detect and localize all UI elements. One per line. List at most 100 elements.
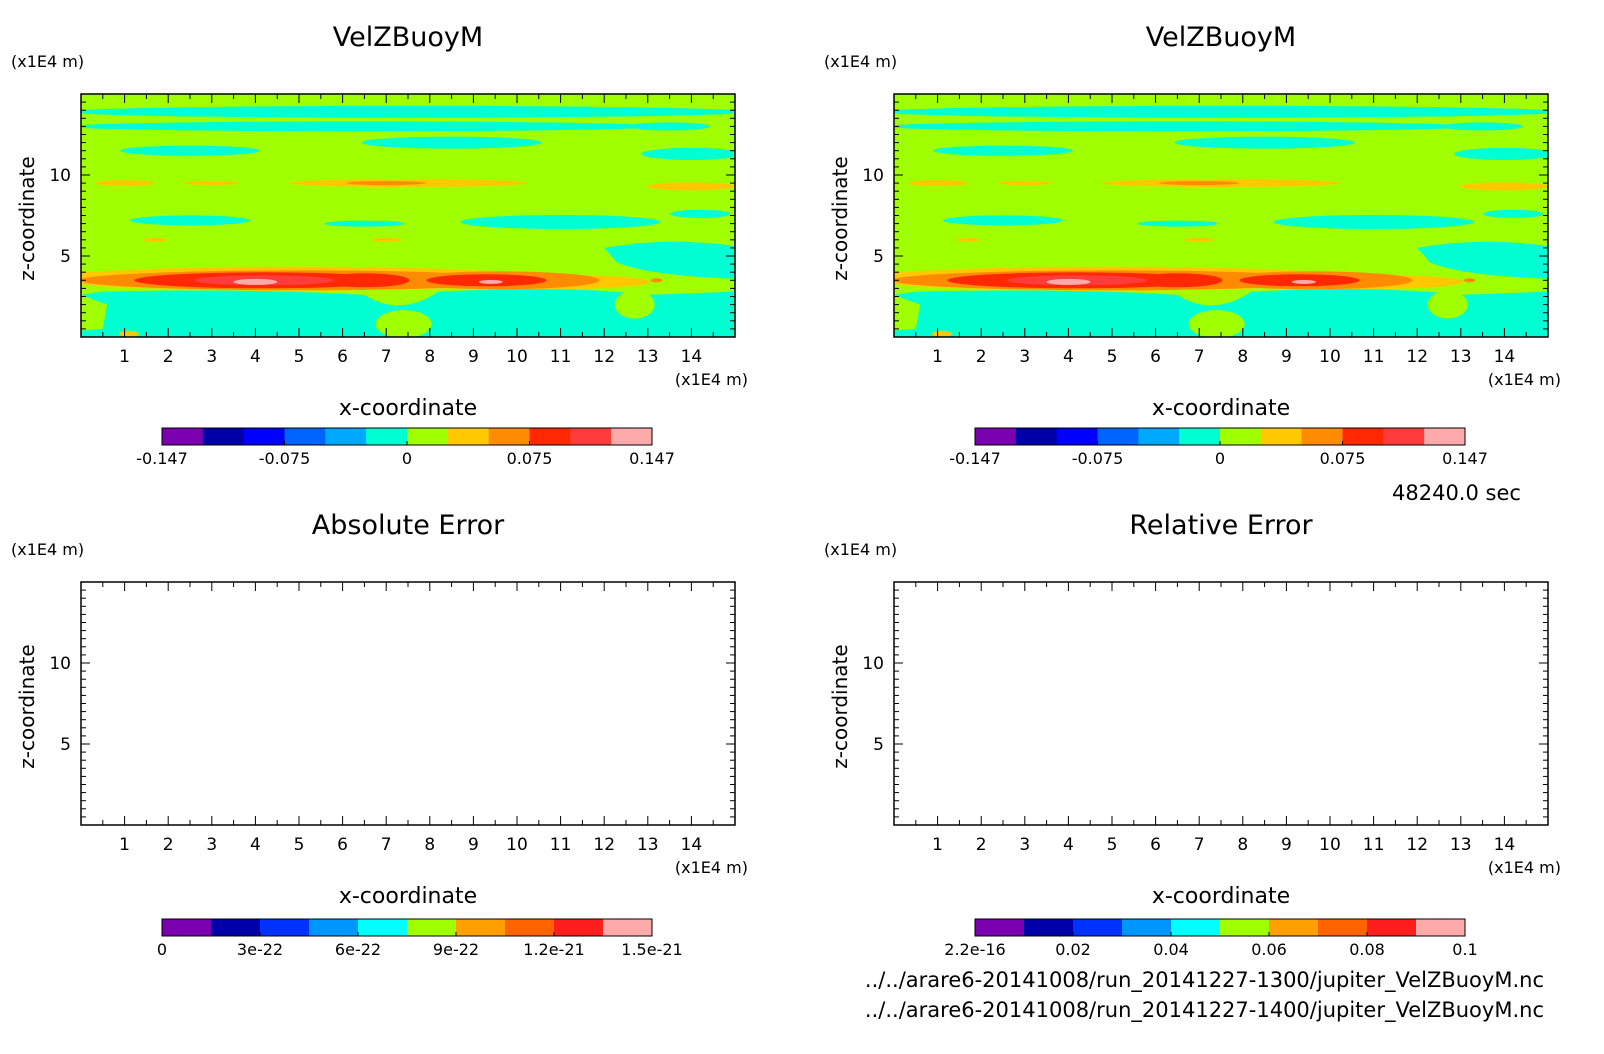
x-axis-label: x-coordinate xyxy=(1152,884,1290,909)
colorbar-swatch xyxy=(488,428,530,445)
contour-band-positive xyxy=(183,181,240,186)
y-axis-label: z-coordinate xyxy=(828,644,852,768)
colorbar-swatch xyxy=(1269,919,1319,936)
x-tick-label: 14 xyxy=(1494,835,1516,855)
colorbar-swatch xyxy=(284,428,326,445)
x-unit-label: (x1E4 m) xyxy=(1488,858,1561,877)
contour-band-negative xyxy=(1174,136,1355,149)
y-unit-label: (x1E4 m) xyxy=(824,540,897,559)
contour-band-positive xyxy=(118,330,139,337)
x-tick-label: 12 xyxy=(1406,347,1428,367)
colorbar-swatch xyxy=(1220,428,1262,445)
contour-band-positive xyxy=(646,182,735,191)
contour-band-negative xyxy=(1454,147,1548,160)
colorbar-swatch xyxy=(1424,428,1466,445)
x-tick-label: 11 xyxy=(1363,347,1385,367)
y-unit-label: (x1E4 m) xyxy=(11,540,84,559)
contour-band-positive xyxy=(1132,273,1223,288)
y-tick-label: 5 xyxy=(60,735,71,755)
contour-band-positive xyxy=(907,180,968,187)
contour-band-positive xyxy=(1159,181,1240,186)
contour-band-zero xyxy=(375,310,432,337)
contour-band-negative xyxy=(604,241,735,279)
colorbar-swatch xyxy=(1138,428,1180,445)
x-tick-label: 11 xyxy=(1363,835,1385,855)
x-tick-label: 6 xyxy=(1150,835,1161,855)
contour-band-zero xyxy=(1427,290,1468,319)
colorbar-tick-label: -0.147 xyxy=(136,449,188,468)
y-tick-label: 5 xyxy=(873,247,884,267)
colorbar-tick-label: 0.06 xyxy=(1251,940,1287,959)
x-tick-label: 13 xyxy=(1450,835,1472,855)
plot-frame xyxy=(893,581,1549,826)
y-tick-label: 10 xyxy=(49,166,71,186)
y-unit-label: (x1E4 m) xyxy=(11,52,84,71)
contour-band-negative xyxy=(1137,220,1218,227)
contour-band-negative xyxy=(1483,209,1544,218)
contour-band-negative xyxy=(324,220,405,227)
x-tick-label: 4 xyxy=(250,835,261,855)
x-tick-label: 4 xyxy=(1063,835,1074,855)
x-tick-label: 5 xyxy=(1107,347,1118,367)
contour-band-max xyxy=(233,278,278,285)
x-tick-label: 6 xyxy=(337,347,348,367)
x-tick-label: 10 xyxy=(1319,835,1341,855)
chart-title: Absolute Error xyxy=(312,510,505,541)
contour-band-positive xyxy=(143,237,168,242)
x-tick-label: 7 xyxy=(1194,835,1205,855)
contour-band-negative xyxy=(81,105,735,118)
colorbar-tick-label: 0 xyxy=(1215,449,1225,468)
contour-band-positive xyxy=(1463,278,1476,283)
colorbar-frame xyxy=(974,918,1466,937)
contour-band-positive xyxy=(94,180,155,187)
colorbar-swatch xyxy=(447,428,490,445)
x-tick-label: 7 xyxy=(381,835,392,855)
x-unit-label: (x1E4 m) xyxy=(675,370,748,389)
colorbar-swatch xyxy=(162,428,204,445)
contour-band-positive xyxy=(931,330,952,337)
colorbar-swatch xyxy=(1220,919,1270,936)
plot-frame xyxy=(80,581,736,826)
colorbar-swatch xyxy=(1015,428,1058,445)
colorbar-tick-label: 1.5e-21 xyxy=(621,940,682,959)
x-tick-label: 13 xyxy=(1450,347,1472,367)
x-tick-label: 8 xyxy=(1237,347,1248,367)
contour-band-negative xyxy=(894,105,1548,118)
y-unit-label: (x1E4 m) xyxy=(824,52,897,71)
colorbar-swatch xyxy=(366,428,408,445)
time-label: 48240.0 sec xyxy=(1392,481,1521,505)
x-unit-label: (x1E4 m) xyxy=(1488,370,1561,389)
contour-band-max xyxy=(1046,278,1091,285)
chart-title: Relative Error xyxy=(1129,510,1313,541)
contour-band-positive xyxy=(319,273,410,288)
colorbar-swatch xyxy=(1260,428,1303,445)
x-tick-label: 6 xyxy=(1150,347,1161,367)
x-tick-label: 2 xyxy=(163,347,174,367)
x-tick-label: 8 xyxy=(424,835,435,855)
y-axis-label: z-coordinate xyxy=(15,644,39,768)
colorbar-tick-label: 0.08 xyxy=(1349,940,1385,959)
colorbar-swatch xyxy=(554,919,604,936)
x-tick-label: 12 xyxy=(1406,835,1428,855)
colorbar-swatch xyxy=(570,428,612,445)
contour-band-max xyxy=(1291,279,1316,284)
x-tick-label: 3 xyxy=(206,835,217,855)
colorbar-tick-label: -0.075 xyxy=(259,449,311,468)
x-tick-label: 6 xyxy=(337,835,348,855)
x-unit-label: (x1E4 m) xyxy=(675,858,748,877)
colorbar-swatch xyxy=(1342,428,1384,445)
contour-band-zero xyxy=(1188,310,1245,337)
colorbar-swatch xyxy=(603,919,653,936)
colorbar-swatch xyxy=(611,428,653,445)
file-path-1: ../../arare6-20141008/run_20141227-1300/… xyxy=(864,968,1544,992)
colorbar-swatch xyxy=(407,428,449,445)
colorbar-swatch xyxy=(1179,428,1221,445)
colorbar-tick-label: 9e-22 xyxy=(433,940,479,959)
contour-band-negative xyxy=(120,145,260,156)
x-tick-label: 9 xyxy=(1281,835,1292,855)
colorbar-tick-label: 0.075 xyxy=(507,449,553,468)
colorbar-swatch xyxy=(325,428,367,445)
x-tick-label: 3 xyxy=(206,347,217,367)
y-tick-label: 10 xyxy=(862,654,884,674)
